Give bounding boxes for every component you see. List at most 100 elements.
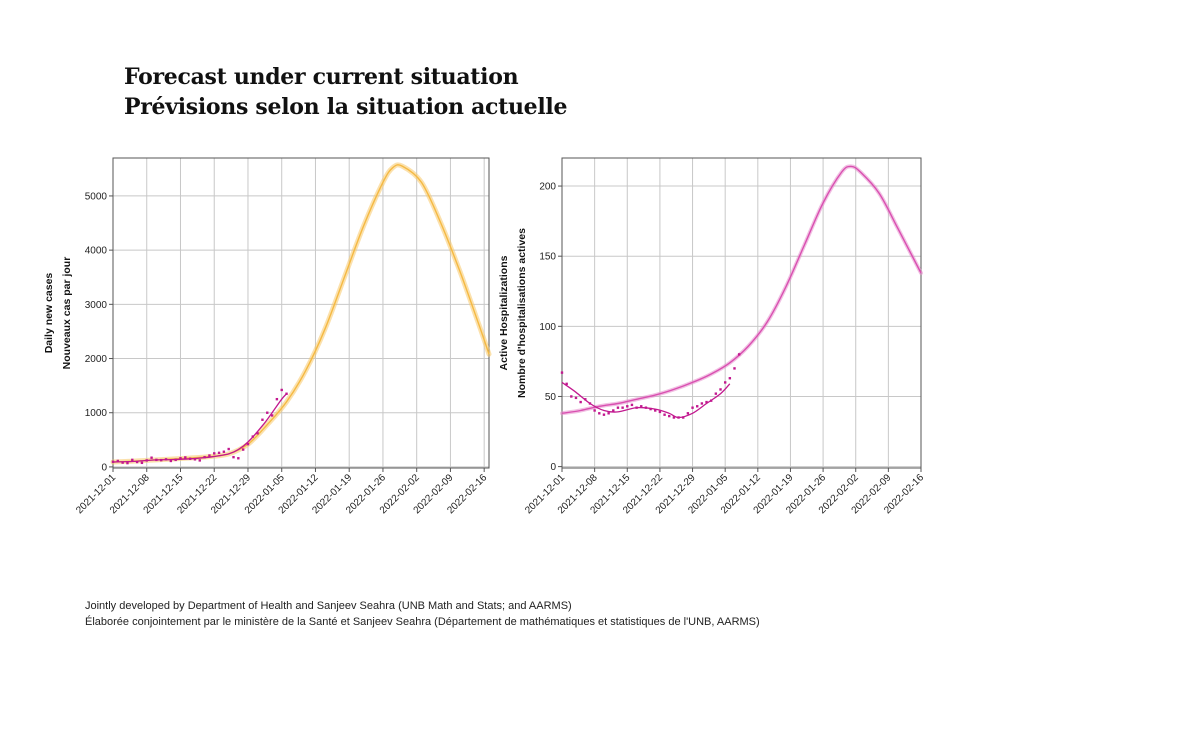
y-axis-title-en: Active Hospitalizations [498,255,510,370]
plot-frame [112,157,490,469]
y-tick-label: 100 [539,322,556,333]
plot-frame [561,157,922,469]
observed-point [593,409,596,412]
chart-title-fr: Prévisions selon la situation actuelle [124,94,568,120]
observed-point [686,412,690,415]
y-tick-label: 1000 [85,408,108,419]
observed-point [285,392,288,395]
observed-point [630,403,634,407]
observed-point [691,406,694,409]
observed-point [654,409,657,412]
observed-point [140,461,144,465]
credits-en: Jointly developed by Department of Healt… [85,600,572,612]
y-axis-title-fr: Nouveaux cas par jour [61,257,73,370]
observed-point [208,454,211,457]
observed-point [251,435,254,438]
observed-point [121,461,124,464]
observed-point [663,413,666,416]
observed-point [174,458,177,462]
observed-point [280,388,283,392]
observed-point [256,432,259,435]
observed-point [682,416,685,419]
observed-point [612,409,615,412]
observed-point [560,371,564,374]
observed-point [574,396,578,400]
observed-point [607,412,610,415]
credits-fr: Élaborée conjointement par le ministère … [85,616,760,628]
observed-point [116,459,120,463]
observed-point [598,412,601,415]
chart-title-en: Forecast under current situation [124,64,519,90]
y-tick-label: 5000 [85,191,108,202]
chart-1: 0100020003000400050002021-12-012021-12-0… [43,157,492,516]
observed-point [649,407,652,411]
y-tick-label: 200 [539,182,556,193]
model-fit-line [561,381,731,419]
observed-point [565,382,568,386]
model-fit-line [112,393,287,463]
observed-point [737,353,741,356]
observed-point [696,405,699,408]
observed-point [198,459,201,462]
y-tick-label: 3000 [85,300,108,311]
chart-title: Forecast under current situation Prévisi… [124,62,824,122]
y-tick-label: 0 [101,462,107,473]
observed-point [672,416,676,419]
observed-point [246,442,250,446]
observed-point [570,395,573,398]
observed-point [579,400,582,404]
observed-point [232,455,235,459]
grid [561,158,922,468]
observed-point [588,402,592,405]
observed-point [227,447,230,451]
forecast-band [110,162,492,465]
observed-point [135,460,139,464]
observed-point [270,414,274,417]
observed-point [700,402,704,405]
observed-point [626,405,629,408]
y-tick-label: 4000 [85,246,108,257]
observed-point [126,461,129,465]
observed-point [237,457,240,460]
chart-2: 0501001502002021-12-012021-12-082021-12-… [498,157,926,516]
observed-point [728,377,732,380]
observed-point [705,400,708,404]
observed-point [709,399,713,402]
forecast-line [561,165,922,414]
observed-point [719,388,722,391]
observed-point [668,414,671,418]
observed-point [155,458,158,462]
observed-point [241,448,245,451]
observed-point [621,406,624,409]
y-axis-title-fr: Nombre d'hospitalisations actives [516,228,528,398]
forecast-band [560,164,923,416]
observed-point [261,418,264,421]
observed-point [714,392,718,395]
y-axis-title-en: Daily new cases [43,273,55,354]
observed-point [213,452,216,455]
observed-point [160,458,163,462]
observed-point [184,456,187,459]
observed-point [677,416,680,419]
observed-point [733,367,736,370]
observed-point [640,405,643,408]
observed-point [658,410,662,414]
observed-point [616,406,620,409]
observed-point [266,411,269,414]
observed-point [217,451,221,455]
observed-point [723,381,727,384]
observed-point [150,456,153,459]
observed-point [275,397,279,401]
y-tick-label: 50 [545,392,557,403]
observed-point [179,457,182,460]
observed-point [193,458,197,461]
y-tick-label: 150 [539,252,556,263]
observed-point [145,459,148,462]
observed-point [584,398,587,401]
observed-point [635,406,638,409]
y-tick-label: 2000 [85,354,108,365]
observed-point [164,458,168,461]
observed-point [203,455,206,459]
observed-point [222,450,226,453]
